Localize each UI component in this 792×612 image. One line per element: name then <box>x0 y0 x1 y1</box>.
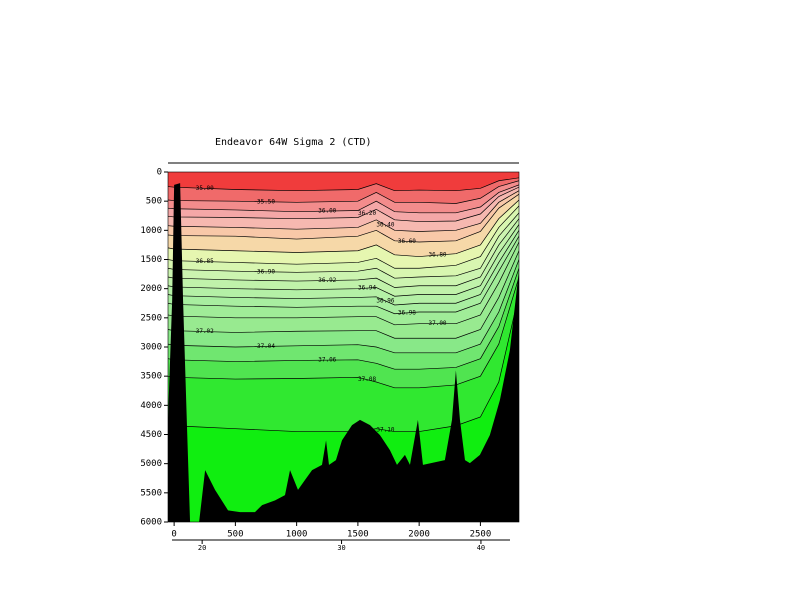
contour-label: 36.00 <box>318 208 336 215</box>
x-tick-label: 500 <box>227 530 243 540</box>
y-tick-label: 3000 <box>140 343 162 353</box>
contour-line <box>168 180 519 204</box>
contour-line <box>168 268 519 370</box>
contour-line <box>168 294 519 432</box>
x-tick-label: 1000 <box>286 530 308 540</box>
x2-tick-label: 40 <box>477 544 485 552</box>
y-tick-label: 6000 <box>140 518 162 528</box>
contour-line <box>168 250 519 339</box>
contour-label: 36.80 <box>428 252 446 259</box>
contour-label: 37.08 <box>358 376 376 383</box>
contour-line <box>168 199 519 257</box>
y-tick-label: 2000 <box>140 284 162 294</box>
contour-label: 36.60 <box>398 238 416 245</box>
y-tick-label: 5000 <box>140 459 162 469</box>
contour-line <box>168 276 519 389</box>
x2-tick-label: 30 <box>337 544 345 552</box>
contour-line <box>168 218 519 288</box>
contour-line <box>168 205 519 269</box>
contour-label: 37.04 <box>257 343 275 350</box>
y-tick-label: 4000 <box>140 401 162 411</box>
contour-line <box>168 224 519 297</box>
x-tick-label: 2500 <box>470 530 492 540</box>
contour-line <box>168 235 519 315</box>
chart-title: Endeavor 64W Sigma 2 (CTD) <box>215 137 372 148</box>
y-tick-label: 500 <box>146 197 162 207</box>
contour-label: 36.40 <box>376 222 394 229</box>
contour-label: 37.06 <box>318 357 336 364</box>
contour-label: 37.00 <box>428 320 446 327</box>
x2-tick-label: 20 <box>198 544 206 552</box>
contour-label: 36.20 <box>358 210 376 217</box>
contour-label: 36.90 <box>257 268 275 275</box>
y-tick-label: 0 <box>157 168 162 178</box>
plot-area <box>168 172 519 522</box>
contour-label: 35.50 <box>257 198 275 205</box>
contour-label: 36.94 <box>358 285 376 292</box>
y-tick-label: 5500 <box>140 488 162 498</box>
y-tick-label: 1000 <box>140 226 162 236</box>
contour-line <box>168 212 519 279</box>
contour-label: 37.10 <box>376 427 394 434</box>
contour-line <box>168 241 519 326</box>
contour-line <box>168 184 519 214</box>
y-tick-label: 4500 <box>140 430 162 440</box>
contour-line <box>168 177 519 192</box>
x-tick-label: 2000 <box>408 530 430 540</box>
contour-label: 35.00 <box>196 185 214 192</box>
y-tick-label: 2500 <box>140 313 162 323</box>
contour-line <box>168 230 519 306</box>
contour-label: 36.85 <box>196 258 214 265</box>
y-tick-label: 1500 <box>140 255 162 265</box>
contour-line <box>168 259 519 354</box>
x-tick-label: 1500 <box>347 530 369 540</box>
contour-label: 36.92 <box>318 277 336 284</box>
y-tick-label: 3500 <box>140 372 162 382</box>
contour-line <box>168 193 519 243</box>
contour-line <box>168 186 519 222</box>
x-tick-label: 0 <box>171 530 176 540</box>
bathymetry <box>168 183 519 522</box>
contour-label: 36.98 <box>398 309 416 316</box>
contour-label: 36.96 <box>376 297 394 304</box>
contour-line <box>168 190 519 232</box>
contour-label: 37.02 <box>196 328 214 335</box>
